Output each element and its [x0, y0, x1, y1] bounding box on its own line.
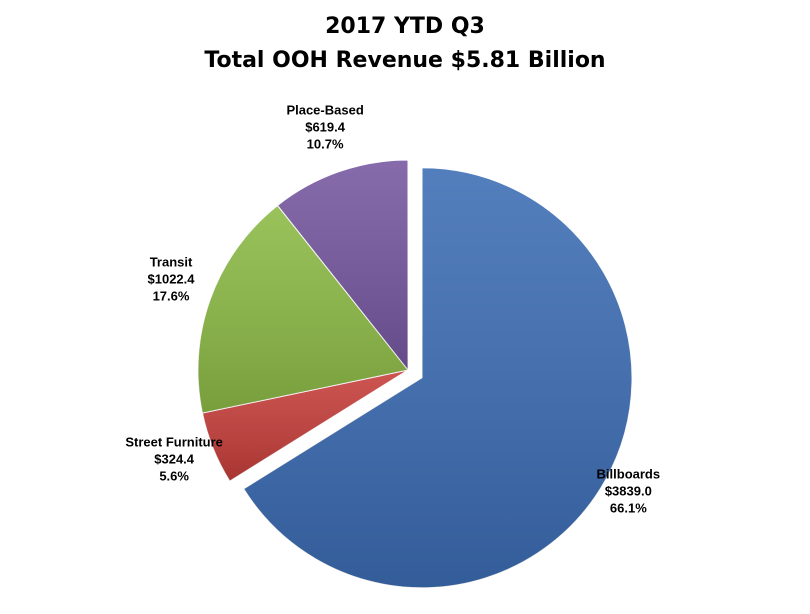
slice-value: $324.4 — [154, 451, 195, 466]
slice-value: $3839.0 — [605, 484, 652, 499]
slice-label: Place-Based — [286, 102, 363, 117]
slice-percent: 66.1% — [610, 501, 647, 516]
slice-value: $1022.4 — [148, 272, 196, 287]
chart-title: 2017 YTD Q3 — [325, 14, 485, 39]
slice-percent: 5.6% — [159, 468, 189, 483]
slice-label: Transit — [150, 255, 193, 270]
chart-title: Total OOH Revenue $5.81 Billion — [204, 48, 605, 73]
slice-label: Billboards — [597, 467, 661, 482]
slice-percent: 17.6% — [153, 289, 190, 304]
slice-percent: 10.7% — [307, 136, 344, 151]
slice-label: Street Furniture — [125, 434, 223, 449]
slice-value: $619.4 — [305, 119, 346, 134]
